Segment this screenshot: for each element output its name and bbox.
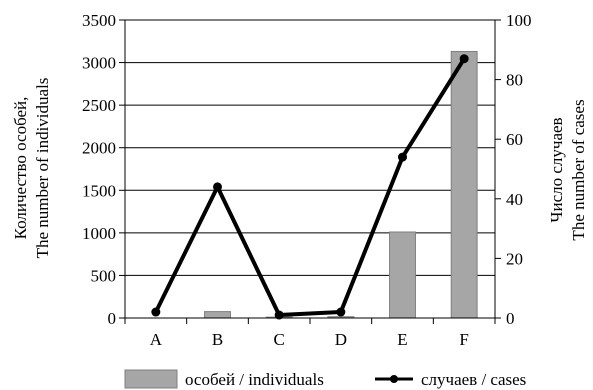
right-tick-label: 80: [506, 71, 523, 90]
x-tick-label: A: [150, 330, 163, 349]
right-tick-label: 20: [506, 249, 523, 268]
cases-line: [154, 57, 466, 318]
axes: [124, 20, 496, 319]
right-tick-label: 100: [506, 11, 532, 30]
line-point: [213, 182, 222, 192]
line-point: [274, 310, 284, 320]
left-axis-ticks: 0 500 1000 1500 2000 2500 3000 3500: [82, 11, 125, 328]
bar: [450, 51, 478, 319]
line-point: [151, 307, 161, 317]
left-tick-label: 3000: [82, 54, 116, 73]
gridlines: [125, 19, 495, 276]
right-tick-label: 0: [506, 309, 515, 328]
line-point: [336, 307, 346, 317]
left-axis-title-line1: Количество особей,: [11, 97, 30, 240]
right-axis-ticks: 0 20 40 60 80 100: [495, 11, 532, 328]
x-tick-label: D: [335, 330, 347, 349]
left-tick-label: 0: [108, 309, 117, 328]
right-axis-title-line2: The number of cases: [569, 99, 588, 240]
left-tick-label: 500: [91, 266, 117, 285]
left-tick-label: 2500: [82, 96, 116, 115]
bar-series: [204, 51, 478, 319]
left-tick-label: 1000: [82, 224, 116, 243]
left-tick-label: 1500: [82, 181, 116, 200]
left-tick-label: 2000: [82, 139, 116, 158]
x-tick-label: B: [212, 330, 223, 349]
legend-line-marker: [390, 375, 398, 383]
right-tick-label: 60: [506, 130, 523, 149]
line-point: [459, 54, 469, 64]
x-axis-ticks: A B C D E F: [124, 318, 496, 349]
legend: особей / individuals случаев / cases: [124, 369, 526, 389]
legend-bar-label: особей / individuals: [185, 370, 324, 389]
line-point: [398, 152, 407, 162]
x-tick-label: F: [459, 330, 468, 349]
x-tick-label: C: [273, 330, 284, 349]
legend-line-label: случаев / cases: [421, 370, 526, 389]
legend-bar-swatch: [124, 369, 178, 389]
x-tick-label: E: [397, 330, 407, 349]
bar: [204, 311, 231, 319]
line-series: [151, 54, 469, 320]
bar: [389, 231, 416, 319]
right-tick-label: 40: [506, 190, 523, 209]
left-axis-title-line2: The number of individuals: [33, 78, 52, 259]
right-axis-title-line1: Число случаев: [547, 117, 566, 222]
left-tick-label: 3500: [82, 11, 116, 30]
